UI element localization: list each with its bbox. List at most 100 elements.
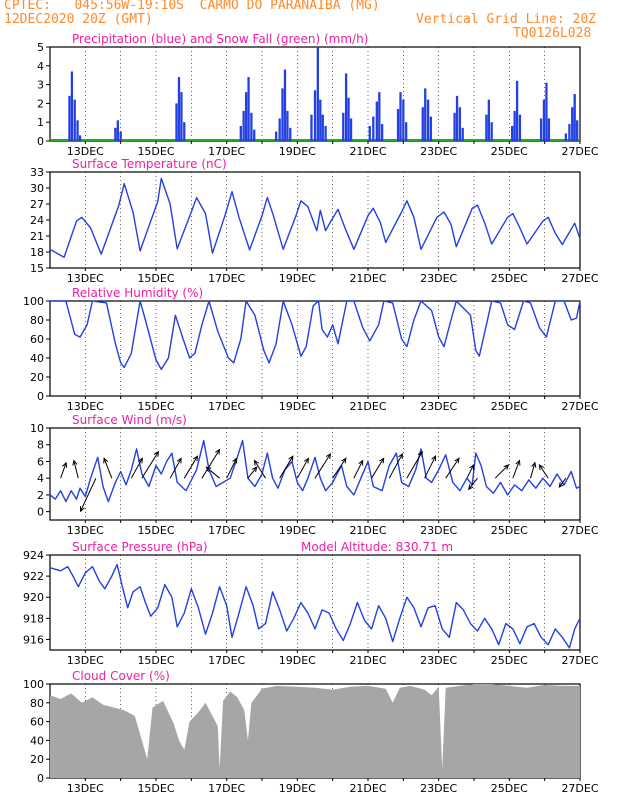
wind-vector-head [176, 457, 182, 464]
precip-bar [571, 107, 574, 141]
wind-vector-head [193, 455, 199, 462]
wind-vector-head [72, 459, 78, 466]
wind-vector [247, 466, 258, 479]
x-tick-label: 25DEC [491, 654, 528, 667]
y-tick-label: 80 [30, 314, 44, 327]
header-run-time: 12DEC2020 20Z (GMT) [4, 12, 153, 27]
wind-vector-head [454, 457, 460, 464]
wind-vector-head [153, 450, 159, 457]
x-tick-label: 17DEC [208, 145, 245, 158]
y-tick-label: 80 [30, 697, 44, 710]
precip-bar [455, 95, 459, 141]
precip-bar [396, 109, 400, 141]
header-grid-line: Vertical Grid Line: 20Z [416, 12, 597, 27]
wind-vector [60, 462, 67, 479]
precip-bar [247, 77, 250, 141]
precip-bar [511, 125, 514, 141]
wind-vector-head [398, 452, 403, 460]
y-tick-label: 2 [37, 489, 44, 502]
x-tick-label: 23DEC [420, 272, 457, 285]
wind-vector [530, 462, 536, 479]
y-tick-label: 18 [30, 246, 44, 259]
precip-bar [429, 116, 433, 141]
x-tick-label: 13DEC [67, 272, 104, 285]
x-tick-label: 19DEC [279, 782, 316, 795]
x-tick-label: 27DEC [561, 524, 598, 537]
precip-bar [344, 73, 348, 141]
y-tick-label: 33 [30, 166, 44, 179]
precip-bar [399, 92, 402, 141]
precip-bar [183, 122, 186, 141]
precip-bar [342, 112, 345, 141]
x-tick-label: 23DEC [420, 524, 457, 537]
wind-vector-head [431, 455, 437, 462]
panel-title: Surface Temperature (nC) [72, 157, 227, 171]
precip-bar [426, 99, 430, 141]
x-tick-label: 21DEC [349, 272, 386, 285]
wind-vector [169, 458, 182, 479]
precip-bar [319, 99, 322, 141]
header-model-code: TQ0126L028 [513, 26, 592, 41]
precip-bar [368, 125, 371, 141]
x-tick-label: 15DEC [137, 145, 174, 158]
x-tick-label: 21DEC [349, 782, 386, 795]
x-tick-label: 21DEC [349, 145, 386, 158]
precip-bar [573, 94, 576, 141]
precip-bar [515, 80, 519, 141]
y-tick-label: 916 [23, 633, 44, 646]
series-line [50, 300, 581, 371]
wind-vector [279, 455, 294, 479]
y-tick-label: 60 [30, 716, 44, 729]
x-tick-label: 25DEC [491, 400, 528, 413]
wind-vector [512, 460, 520, 479]
x-tick-label: 17DEC [208, 272, 245, 285]
wind-vector [201, 449, 220, 479]
precip-bar [116, 120, 119, 141]
x-tick-label: 17DEC [208, 782, 245, 795]
precip-bar [405, 122, 408, 141]
wind-vector-head [215, 448, 221, 455]
wind-vector [468, 477, 478, 490]
precip-bar [73, 99, 76, 141]
wind-vector [226, 458, 238, 479]
y-tick-label: 60 [30, 333, 44, 346]
y-tick-label: 21 [30, 230, 44, 243]
precip-bar [313, 90, 317, 141]
y-tick-label: 24 [30, 214, 44, 227]
y-tick-label: 924 [23, 549, 44, 562]
wind-vector [314, 453, 331, 479]
x-tick-label: 27DEC [561, 400, 598, 413]
y-tick-label: 20 [30, 371, 44, 384]
panel-annotation: Model Altitude: 830.71 m [301, 540, 453, 554]
y-tick-label: 2 [37, 97, 44, 110]
wind-vector-head [503, 464, 510, 470]
panel-1 [46, 171, 581, 271]
y-tick-label: 10 [30, 422, 44, 435]
x-tick-label: 25DEC [491, 524, 528, 537]
series-line [49, 563, 581, 649]
wind-vector [103, 458, 113, 479]
precip-bar [239, 125, 242, 141]
y-tick-label: 0 [37, 135, 44, 148]
precip-bar [421, 107, 424, 141]
panel-title: Surface Pressure (hPa) [72, 540, 208, 554]
precip-bar [70, 71, 74, 141]
wind-vector-head [515, 459, 521, 466]
y-tick-label: 15 [30, 262, 44, 275]
wind-vector [206, 466, 220, 479]
x-tick-label: 13DEC [67, 524, 104, 537]
wind-vector-head [325, 453, 332, 460]
x-tick-label: 19DEC [279, 400, 316, 413]
panel-5 [46, 683, 581, 781]
x-tick-label: 21DEC [349, 654, 386, 667]
wind-vector [445, 458, 460, 479]
wind-vector [332, 458, 347, 479]
panel-title: Cloud Cover (%) [72, 669, 170, 683]
y-tick-label: 30 [30, 182, 44, 195]
y-tick-label: 920 [23, 591, 44, 604]
y-tick-label: 3 [37, 79, 44, 92]
precip-bar [324, 125, 327, 141]
wind-vector [353, 460, 364, 479]
precip-bar [545, 82, 548, 141]
wind-vector [254, 460, 266, 479]
